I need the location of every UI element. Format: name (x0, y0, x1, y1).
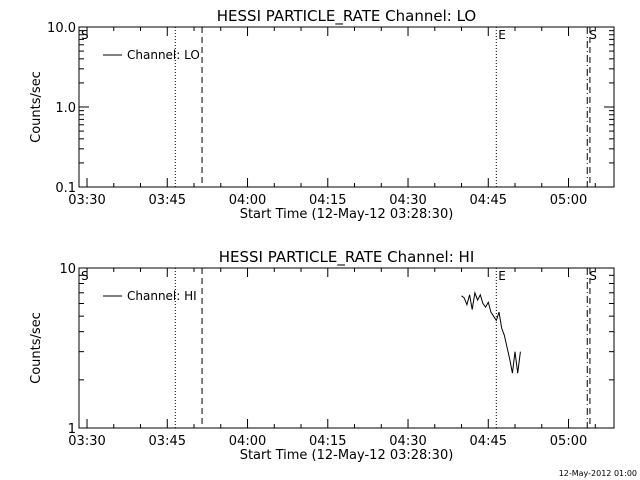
x-axis-label: Start Time (12-May-12 03:28:30) (240, 207, 454, 222)
chart-title: HESSI PARTICLE_RATE Channel: LO (217, 7, 476, 26)
x-tick-label: 04:30 (389, 434, 426, 449)
y-tick-label: 1.0 (55, 101, 76, 116)
y-tick-label: 10 (59, 262, 76, 277)
marker-label: S (81, 28, 89, 42)
x-tick-label: 04:00 (229, 193, 266, 208)
x-tick-label: 04:30 (389, 193, 426, 208)
legend-label: Channel: LO (127, 48, 200, 62)
marker-label: S (589, 269, 597, 283)
x-tick-label: 04:15 (309, 193, 346, 208)
x-tick-label: 04:00 (229, 434, 266, 449)
panel-lo: HESSI PARTICLE_RATE Channel: LO 03:30 03:4… (29, 7, 615, 222)
y-tick-label: 0.1 (55, 181, 76, 196)
x-tick-label: 05:00 (550, 193, 587, 208)
y-tick-label: 10.0 (47, 21, 76, 36)
legend-label: Channel: HI (127, 289, 197, 303)
y-axis-label: Counts/sec (29, 312, 44, 384)
y-axis-label: Counts/sec (29, 71, 44, 143)
marker-label: E (498, 28, 506, 42)
x-tick-label: 04:45 (470, 434, 507, 449)
marker-label: S (589, 28, 597, 42)
panel-hi: HESSI PARTICLE_RATE Channel: HI 03:30 03:4… (29, 248, 615, 463)
plot-frame (78, 267, 615, 429)
y-tick-label: 1 (68, 422, 76, 437)
x-tick-label: 04:15 (309, 434, 346, 449)
marker-label: S (81, 269, 89, 283)
x-tick-label: 03:30 (68, 434, 105, 449)
series-line (461, 290, 521, 374)
x-tick-label: 03:45 (149, 193, 186, 208)
x-axis-label: Start Time (12-May-12 03:28:30) (240, 448, 454, 463)
x-tick-label: 05:00 (550, 434, 587, 449)
x-tick-label: 04:45 (470, 193, 507, 208)
footer-date: 12-May-2012 01:00 (559, 469, 637, 478)
x-tick-label: 03:45 (149, 434, 186, 449)
chart-title: HESSI PARTICLE_RATE Channel: HI (219, 248, 475, 267)
x-tick-label: 03:30 (68, 193, 105, 208)
marker-label: E (498, 269, 506, 283)
